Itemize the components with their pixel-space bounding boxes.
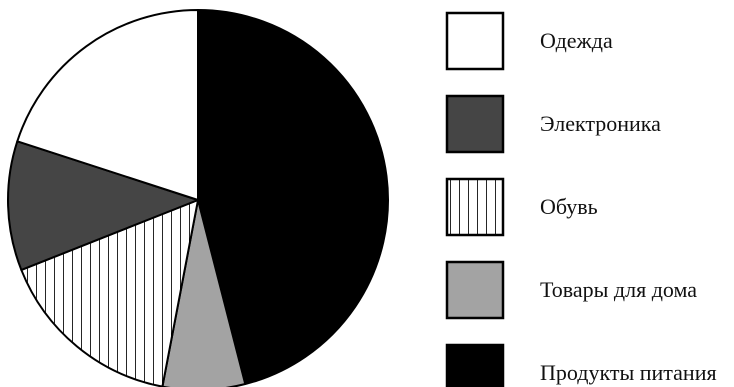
pie-slice-0: [16, 9, 199, 201]
legend-swatch-3: [445, 260, 505, 320]
legend-swatch-0: [445, 11, 505, 71]
pie-slice-2: [20, 199, 199, 387]
legend-label-0: Одежда: [540, 28, 613, 53]
legend: Одежда Электроника Обувь Товары для дома Про…: [445, 11, 717, 387]
legend-swatch-2: [445, 177, 505, 237]
pie-slice-1: [7, 140, 199, 271]
pie: [7, 9, 389, 387]
legend-item-2: Обувь: [445, 177, 598, 237]
legend-swatch-4: [445, 343, 505, 387]
legend-label-4: Продукты питания: [540, 360, 717, 385]
legend-item-1: Электроника: [445, 94, 661, 154]
legend-item-4: Продукты питания: [445, 343, 717, 387]
legend-label-1: Электроника: [540, 111, 661, 136]
legend-label-2: Обувь: [540, 194, 598, 219]
legend-swatch-1: [445, 94, 505, 154]
pie-slice-4: [197, 9, 389, 386]
legend-item-3: Товары для дома: [445, 260, 697, 320]
legend-label-3: Товары для дома: [540, 277, 697, 302]
legend-item-0: Одежда: [445, 11, 613, 71]
